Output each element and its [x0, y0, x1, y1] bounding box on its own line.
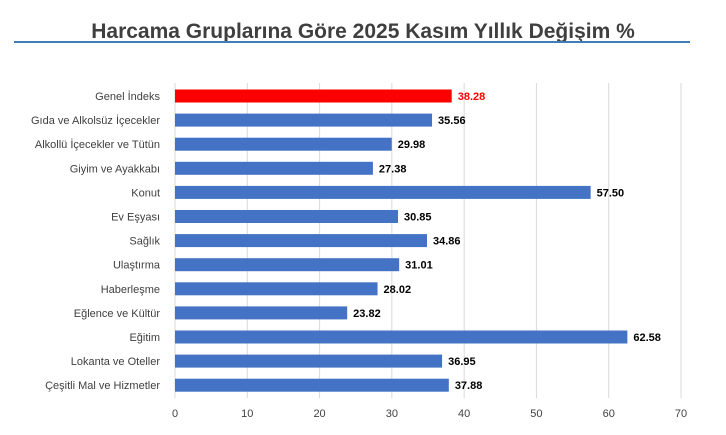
- x-tick-label: 20: [313, 408, 325, 420]
- x-tick-label: 0: [172, 408, 178, 420]
- category-label: Sağlık: [129, 236, 160, 248]
- bar: [175, 354, 443, 368]
- data-labels: 38.28 35.56 29.98 27.38 57.50 30.8534.8631.01…: [353, 91, 661, 392]
- category-label: Eğitim: [129, 332, 160, 344]
- bar: [175, 330, 628, 344]
- category-label: Lokanta ve Oteller: [71, 356, 161, 368]
- category-label: Alkollü İçecekler ve Tütün: [35, 138, 160, 151]
- bar: [175, 113, 433, 127]
- data-label: 38.28: [458, 91, 486, 103]
- data-label: 30.85: [404, 212, 432, 224]
- x-tick-label: 30: [386, 408, 398, 420]
- data-label: 27.38: [379, 163, 407, 175]
- chart-title: Harcama Gruplarına Göre 2025 Kasım Yıllı…: [91, 20, 635, 43]
- category-labels: Genel İndeks Gıda ve Alkolsüz İçecekler Al…: [31, 90, 161, 392]
- x-tick-label: 60: [603, 408, 615, 420]
- bar: [175, 137, 392, 151]
- title-underline: [14, 41, 690, 43]
- category-label: Eğlence ve Kültür: [74, 308, 161, 320]
- category-label: Konut: [131, 187, 160, 199]
- x-tick-label: 50: [530, 408, 542, 420]
- bar: [175, 282, 378, 296]
- bar: [175, 161, 373, 175]
- bar: [175, 258, 400, 272]
- x-tick-label: 70: [675, 408, 687, 420]
- category-label: Genel İndeks: [95, 90, 160, 103]
- bar: [175, 185, 591, 199]
- x-tick-label: 40: [458, 408, 470, 420]
- data-label: 62.58: [633, 332, 661, 344]
- data-label: 23.82: [353, 308, 381, 320]
- data-label: 35.56: [438, 115, 466, 127]
- data-label: 29.98: [398, 139, 426, 151]
- data-label: 31.01: [405, 260, 433, 272]
- data-label: 36.95: [448, 356, 476, 368]
- bar: [175, 89, 452, 103]
- bar: [175, 234, 427, 248]
- category-label: Gıda ve Alkolsüz İçecekler: [31, 114, 160, 127]
- data-label: 34.86: [433, 236, 461, 248]
- bar: [175, 378, 449, 392]
- category-label: Ulaştırma: [113, 260, 161, 272]
- category-label: Çeşitli Mal ve Hizmetler: [45, 380, 160, 392]
- bar: [175, 306, 348, 320]
- bars: [175, 89, 628, 392]
- data-label: 37.88: [455, 380, 483, 392]
- bar: [175, 210, 399, 223]
- category-label: Haberleşme: [101, 284, 160, 296]
- x-tick-labels: 0 10 20 30 40 50 60 70: [172, 408, 687, 420]
- category-label: Giyim ve Ayakkabı: [70, 163, 160, 175]
- data-label: 57.50: [597, 187, 625, 199]
- category-label: Ev Eşyası: [111, 212, 160, 224]
- data-label: 28.02: [384, 284, 412, 296]
- x-tick-label: 10: [241, 408, 253, 420]
